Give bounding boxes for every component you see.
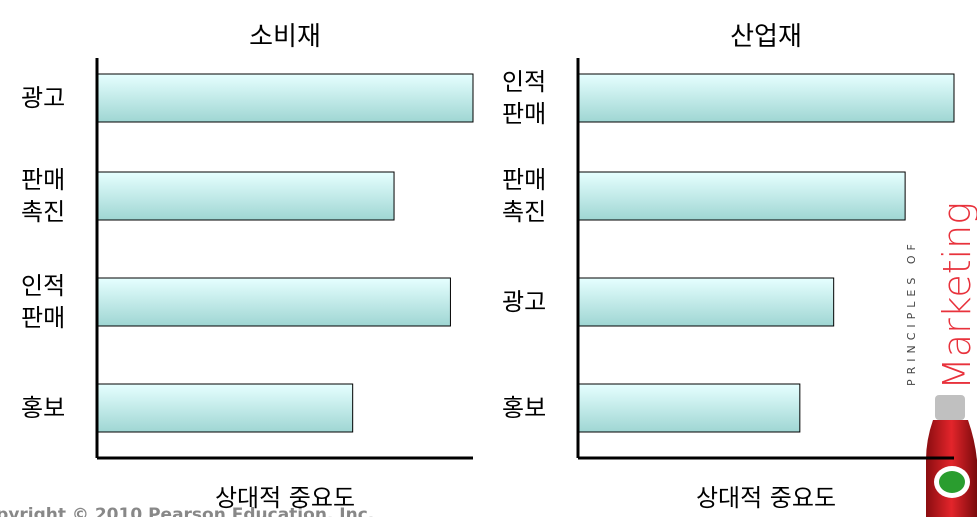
logo-big: Marketing <box>935 201 977 390</box>
bar <box>577 277 835 327</box>
bar <box>577 383 801 433</box>
bar <box>577 73 955 123</box>
chart-title: 산업재 <box>730 22 802 52</box>
category-label: 판매촉진 <box>502 166 547 226</box>
category-label: 인적판매 <box>502 68 547 128</box>
category-label: 판매촉진 <box>21 166 66 226</box>
x-axis-label: 상대적 중요도 <box>695 484 837 512</box>
category-label: 홍보 <box>21 394 66 422</box>
copyright: Copyright © 2010 Pearson Education, Inc. <box>0 505 375 517</box>
bar <box>96 383 354 433</box>
category-label: 광고 <box>21 84 66 112</box>
chart-title: 소비재 <box>249 22 321 52</box>
logo-small: PRINCIPLES OF <box>905 239 918 386</box>
category-label: 광고 <box>502 288 547 316</box>
bar <box>577 171 906 221</box>
x-axis-label: 상대적 중요도 <box>214 484 356 512</box>
bar <box>96 171 395 221</box>
category-label: 인적판매 <box>21 272 66 332</box>
category-label: 홍보 <box>502 394 547 422</box>
bottle-logo <box>926 395 977 517</box>
bar <box>96 277 451 327</box>
bar <box>96 73 474 123</box>
